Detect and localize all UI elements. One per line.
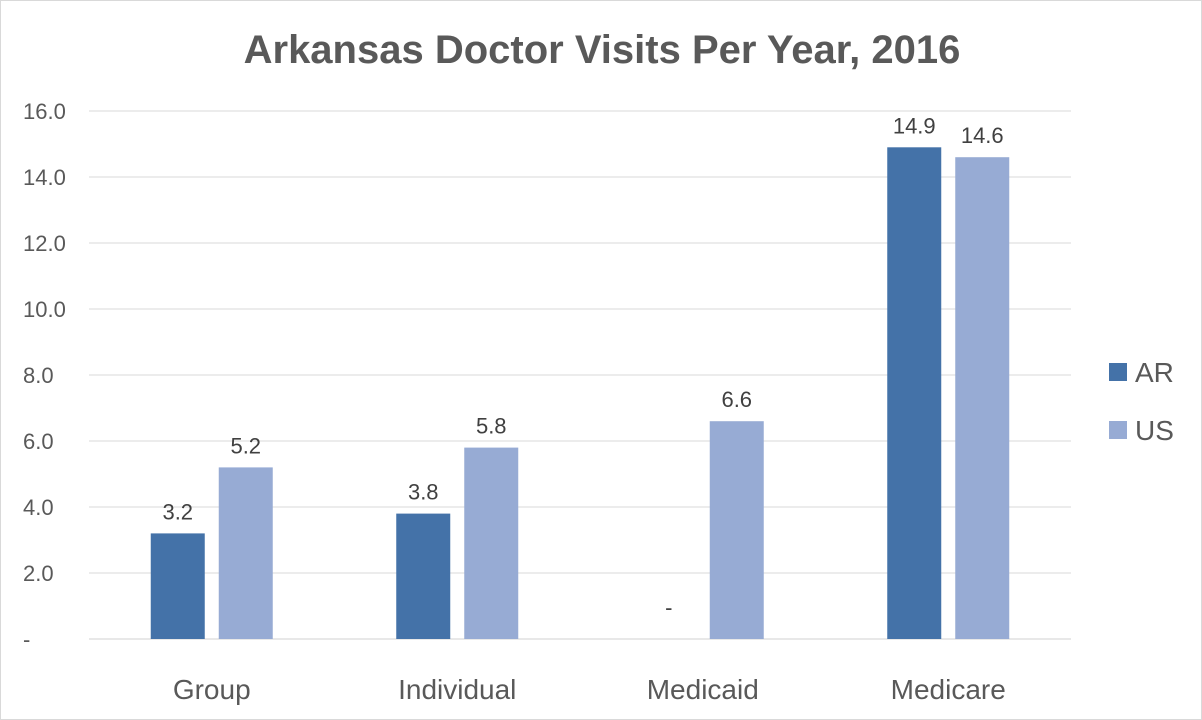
y-tick-label: 8.0 (23, 363, 54, 388)
legend-label: AR (1135, 357, 1174, 388)
y-tick-label: 14.0 (23, 165, 66, 190)
data-label: 5.8 (476, 414, 507, 439)
data-label: 5.2 (230, 433, 261, 458)
data-label: - (665, 595, 672, 620)
y-tick-label: 2.0 (23, 561, 54, 586)
legend-swatch-us (1109, 421, 1127, 439)
y-tick-label: 16.0 (23, 99, 66, 124)
chart-title: Arkansas Doctor Visits Per Year, 2016 (244, 28, 961, 72)
x-axis-categories: Group Individual Medicaid Medicare (173, 674, 1006, 705)
data-label: 3.8 (408, 480, 439, 505)
bar-ar-group (150, 533, 205, 639)
data-labels: 3.2 5.2 3.8 5.8 - 6.6 14.9 14.6 (162, 113, 1003, 620)
bars (150, 147, 1010, 640)
bar-us-medicare (955, 157, 1010, 639)
category-label: Medicare (891, 674, 1006, 705)
category-label: Group (173, 674, 251, 705)
legend: AR US (1109, 357, 1174, 446)
bar-us-group (218, 467, 273, 639)
y-tick-label: - (23, 627, 30, 652)
legend-swatch-ar (1109, 363, 1127, 381)
bar-us-individual (464, 447, 519, 639)
y-tick-label: 10.0 (23, 297, 66, 322)
y-tick-label: 6.0 (23, 429, 54, 454)
bar-ar-medicare (887, 147, 942, 640)
y-tick-label: 4.0 (23, 495, 54, 520)
data-label: 6.6 (721, 387, 752, 412)
bar-us-medicaid (709, 421, 764, 639)
data-label: 14.9 (893, 113, 936, 138)
data-label: 14.6 (961, 123, 1004, 148)
y-axis-ticks: - 2.0 4.0 6.0 8.0 10.0 12.0 14.0 16.0 (23, 99, 66, 652)
data-label: 3.2 (162, 499, 193, 524)
category-label: Medicaid (647, 674, 759, 705)
legend-label: US (1135, 415, 1174, 446)
bar-ar-individual (396, 513, 451, 639)
y-tick-label: 12.0 (23, 231, 66, 256)
category-label: Individual (398, 674, 516, 705)
